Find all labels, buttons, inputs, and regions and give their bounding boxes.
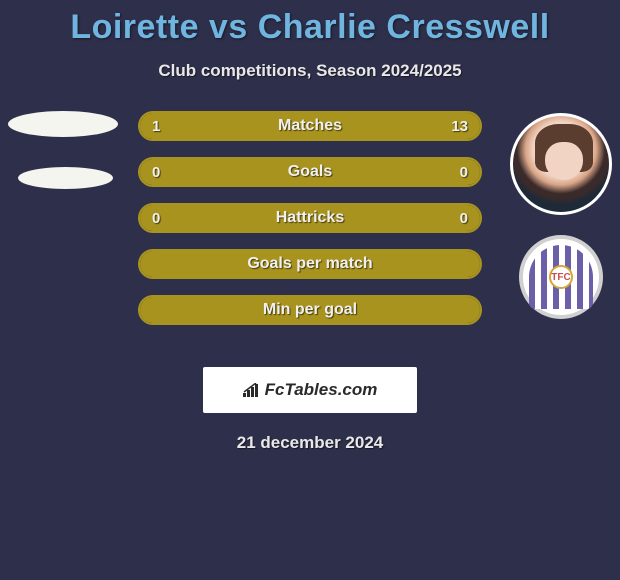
stat-row: 113Matches <box>138 111 482 141</box>
stat-label: Hattricks <box>140 205 480 231</box>
stat-bars: 113Matches 00Goals 00Hattricks Goals per ma… <box>138 111 482 341</box>
stat-row: 00Hattricks <box>138 203 482 233</box>
player-left-column <box>8 111 118 189</box>
club-badge: TFC <box>519 235 603 319</box>
player-left-placeholder-2 <box>18 167 113 189</box>
chart-icon <box>243 383 261 397</box>
attribution-text: FcTables.com <box>265 380 378 400</box>
stat-row: 00Goals <box>138 157 482 187</box>
club-badge-text: TFC <box>549 265 573 289</box>
stat-label: Goals per match <box>140 251 480 277</box>
page-title: Loirette vs Charlie Cresswell <box>0 0 620 47</box>
attribution-box: FcTables.com <box>203 367 417 413</box>
club-badge-inner: TFC <box>529 245 593 309</box>
player-right-photo <box>510 113 612 215</box>
player-right-column: TFC <box>510 113 612 319</box>
subtitle: Club competitions, Season 2024/2025 <box>0 61 620 81</box>
stat-label: Min per goal <box>140 297 480 323</box>
stat-label: Goals <box>140 159 480 185</box>
stat-row: Goals per match <box>138 249 482 279</box>
player-left-placeholder-1 <box>8 111 118 137</box>
stat-label: Matches <box>140 113 480 139</box>
comparison-area: TFC 113Matches 00Goals 00Hattricks Goals pe… <box>0 111 620 361</box>
stat-row: Min per goal <box>138 295 482 325</box>
date-text: 21 december 2024 <box>0 433 620 453</box>
